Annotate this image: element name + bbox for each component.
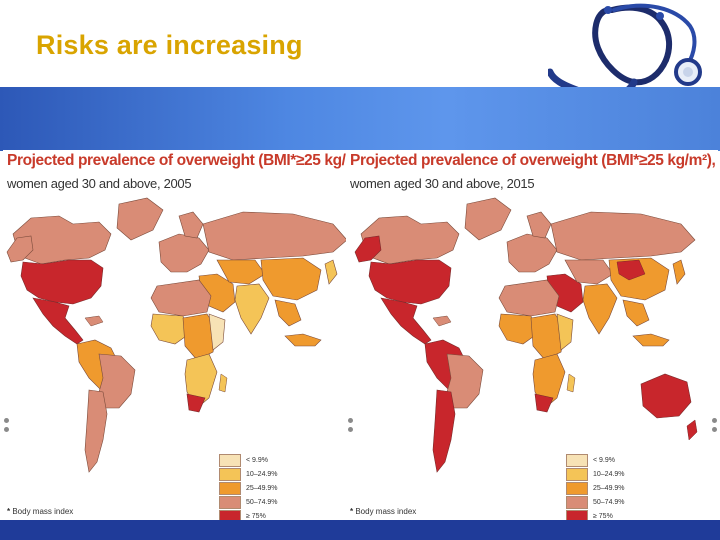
map-subtitle: women aged 30 and above, 2005 [7, 176, 192, 191]
legend-item: 50–74.9% [566, 496, 625, 509]
region-mexico [380, 297, 432, 345]
legend-item: 10–24.9% [566, 468, 625, 481]
world-map-2005 [6, 197, 348, 473]
region-madagascar [566, 373, 576, 393]
region-indonesia [284, 333, 322, 347]
map-title: Projected prevalence of overweight (BMI*… [350, 152, 716, 169]
footer-bar [0, 520, 720, 540]
region-south-america-south [84, 389, 108, 473]
region-india [582, 283, 618, 335]
legend-swatch [566, 468, 588, 481]
region-north-africa [498, 279, 560, 317]
legend-item: 25–49.9% [566, 482, 625, 495]
region-central-africa [530, 313, 566, 361]
legend-label: < 9.9% [246, 457, 268, 464]
map-subtitle: women aged 30 and above, 2015 [350, 176, 535, 191]
legend-label: 25–49.9% [246, 485, 278, 492]
region-west-africa [498, 313, 538, 345]
region-central-africa [182, 313, 218, 361]
region-europe [158, 233, 210, 273]
legend-item: < 9.9% [566, 454, 625, 467]
region-central-asia [216, 259, 266, 285]
edge-marks-middle [348, 418, 356, 436]
region-greenland [464, 197, 512, 241]
header-band [0, 87, 720, 151]
legend-label: 50–74.9% [246, 499, 278, 506]
legend-label: ≥ 75% [593, 513, 613, 520]
region-caribbean [84, 315, 104, 327]
region-greenland [116, 197, 164, 241]
legend-item: 50–74.9% [219, 496, 278, 509]
region-madagascar [218, 373, 228, 393]
region-new-zealand [686, 419, 698, 441]
legend-label: < 9.9% [593, 457, 615, 464]
edge-marks-left [4, 418, 12, 436]
footnote: * Body mass index [350, 507, 417, 516]
region-west-africa [150, 313, 190, 345]
region-east-africa [556, 313, 574, 351]
footnote: * Body mass index [7, 507, 74, 516]
legend-swatch [219, 468, 241, 481]
region-brazil [446, 353, 484, 409]
footnote-text: Body mass index [355, 507, 417, 516]
edge-marks-right [712, 418, 720, 436]
region-southeast-asia [274, 299, 302, 327]
map-legend: < 9.9% 10–24.9% 25–49.9% 50–74.9% ≥ 75% [219, 454, 278, 524]
region-alaska [354, 235, 382, 263]
region-china [260, 257, 322, 301]
legend-swatch [219, 454, 241, 467]
map-title: Projected prevalence of overweight (BMI*… [7, 152, 373, 169]
region-scandinavia [526, 211, 552, 239]
legend-item: 25–49.9% [219, 482, 278, 495]
region-europe [506, 233, 558, 273]
region-indonesia [632, 333, 670, 347]
region-usa [20, 259, 104, 305]
legend-label: 10–24.9% [246, 471, 278, 478]
legend-swatch [219, 482, 241, 495]
region-south-africa [534, 393, 554, 413]
legend-item: < 9.9% [219, 454, 278, 467]
region-east-africa [208, 313, 226, 351]
region-central-asia [564, 259, 614, 285]
region-scandinavia [178, 211, 204, 239]
region-south-america-south [432, 389, 456, 473]
legend-label: 25–49.9% [593, 485, 625, 492]
region-mexico [32, 297, 84, 345]
region-brazil [98, 353, 136, 409]
footnote-text: Body mass index [12, 507, 74, 516]
region-alaska [6, 235, 34, 263]
legend-label: ≥ 75% [246, 513, 266, 520]
legend-swatch [566, 496, 588, 509]
region-russia [550, 211, 696, 261]
region-russia [202, 211, 348, 261]
map-panel-2005: Projected prevalence of overweight (BMI*… [3, 150, 373, 524]
region-japan [324, 259, 338, 285]
region-north-africa [150, 279, 212, 317]
region-china-north [616, 259, 646, 281]
region-southeast-asia [622, 299, 650, 327]
legend-swatch [219, 496, 241, 509]
region-caribbean [432, 315, 452, 327]
region-usa [368, 259, 452, 305]
legend-item: 10–24.9% [219, 468, 278, 481]
map-panel-2015: Projected prevalence of overweight (BMI*… [346, 150, 718, 524]
slide-title: Risks are increasing [36, 30, 303, 60]
world-map-2015 [354, 197, 698, 473]
region-india [234, 283, 270, 335]
region-australia [640, 373, 692, 419]
legend-label: 10–24.9% [593, 471, 625, 478]
legend-label: 50–74.9% [593, 499, 625, 506]
map-legend: < 9.9% 10–24.9% 25–49.9% 50–74.9% ≥ 75% [566, 454, 625, 524]
legend-swatch [566, 454, 588, 467]
legend-swatch [566, 482, 588, 495]
region-japan [672, 259, 686, 285]
region-south-africa [186, 393, 206, 413]
